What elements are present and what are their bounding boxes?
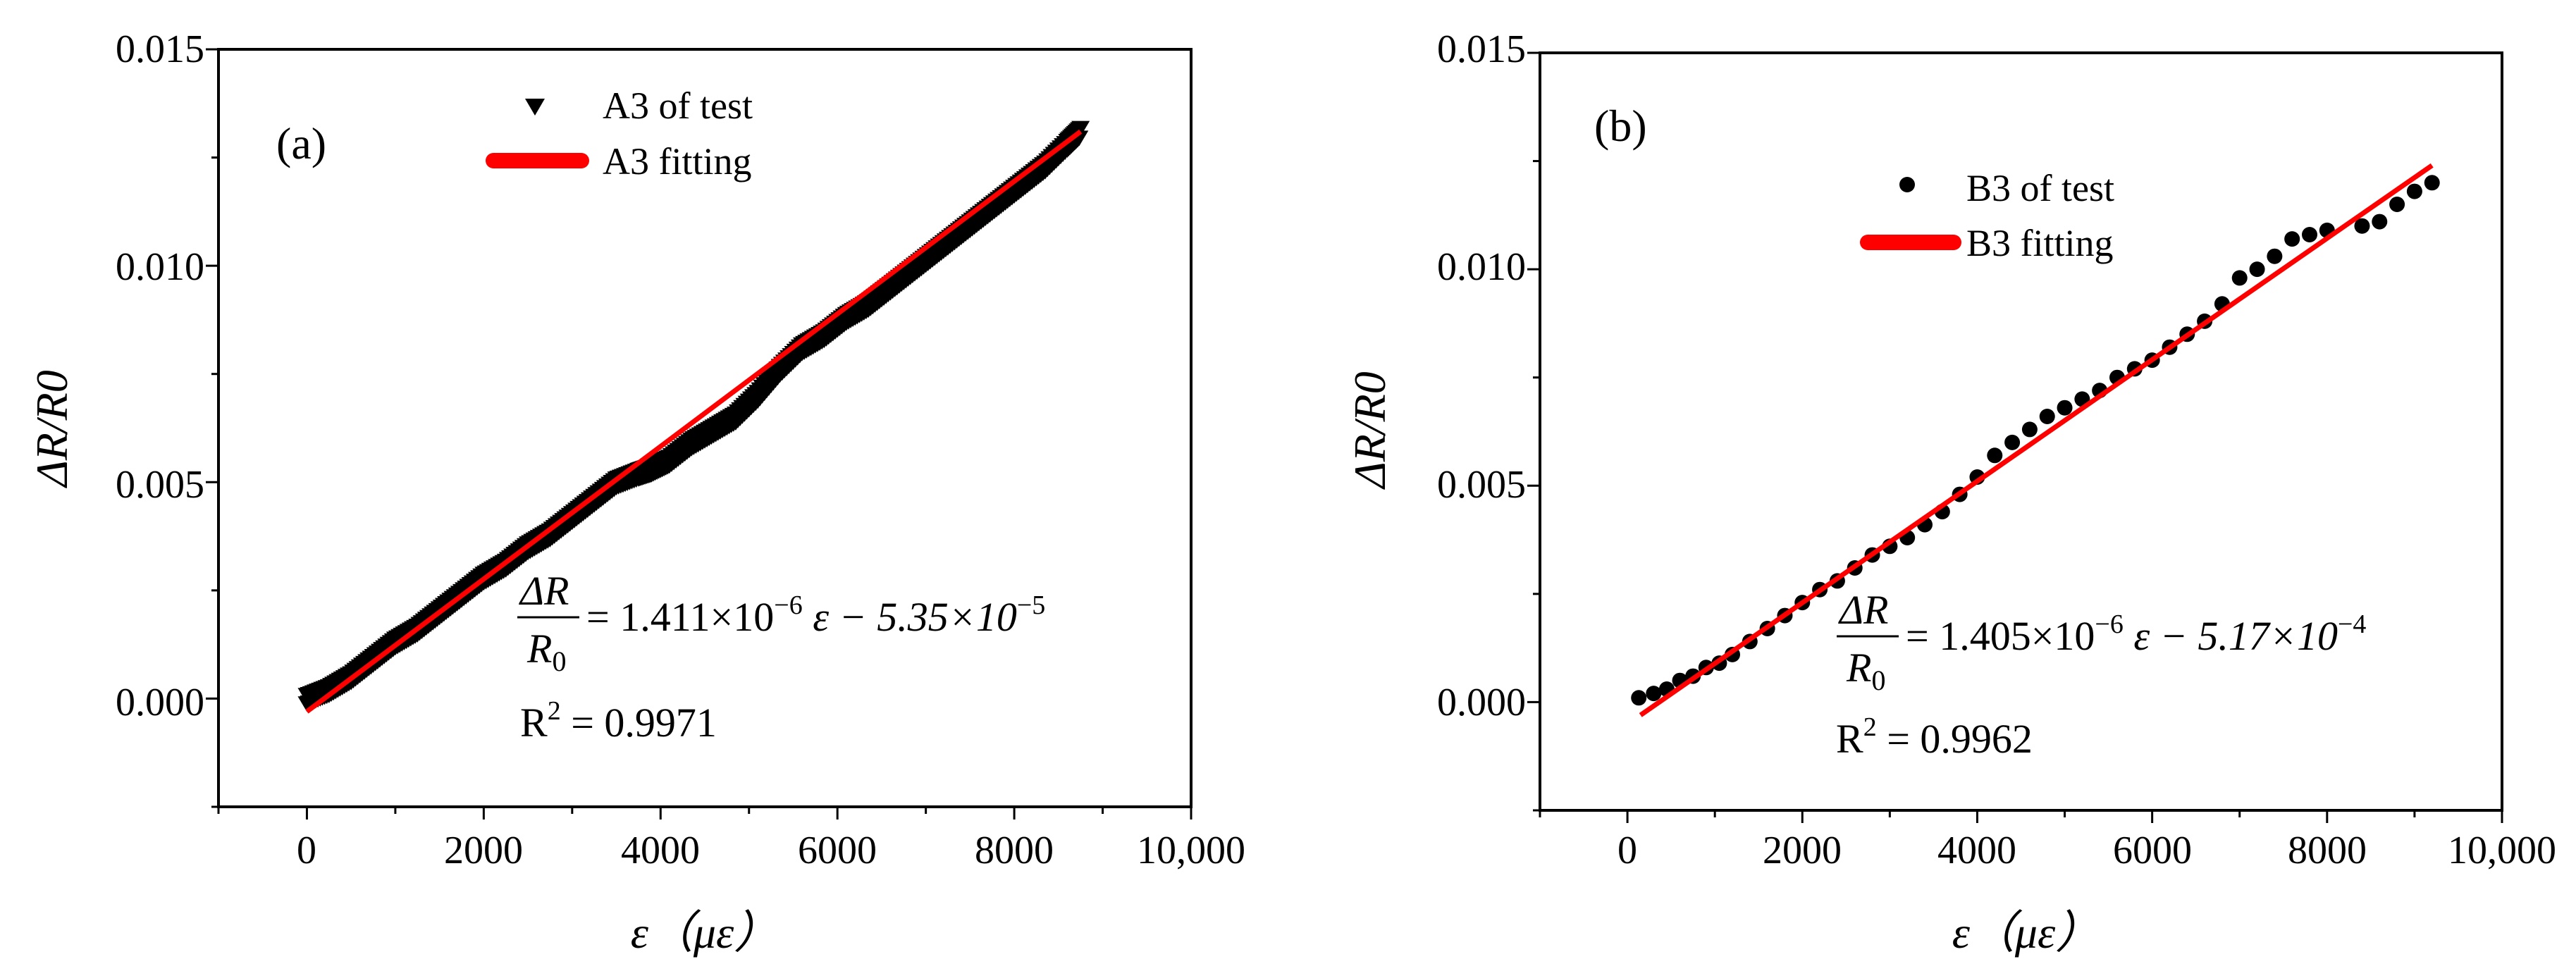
panel-label-a: (a) [276,118,326,168]
data-marks-b [1631,163,2440,717]
legend-marker-circle [1899,177,1915,192]
y-tick-label: 0.010 [116,245,204,289]
legend-label: B3 of test [1966,167,2114,209]
plot-area-a [217,48,1193,808]
r-squared: R2 = 0.9962 [1836,712,2033,762]
data-point-triangle [1071,120,1090,137]
y-tick-label: 0.015 [116,27,204,71]
data-point-circle [2039,409,2055,424]
y-tick-label: 0.010 [1437,245,1526,289]
eq-rhs: = 1.411×10−6 ε − 5.35×10−5 [586,590,1045,640]
x-tick-label: 2000 [444,829,523,872]
legend-label: B3 fitting [1966,222,2114,264]
data-point-circle [2424,175,2440,191]
x-tick-label: 6000 [798,829,877,872]
x-tick-label: 8000 [2288,829,2367,872]
legend-label: A3 fitting [603,140,752,183]
r-squared: R2 = 0.9971 [520,696,717,746]
legend-b: B3 of test B3 fitting [1860,167,2114,264]
data-point-circle [1987,447,2003,464]
data-point-circle [2231,270,2248,286]
chart-panel-a: 0.000 0.005 0.010 0.015 0 2000 4000 6000… [27,27,1245,958]
x-tick-label: 6000 [2113,829,2192,872]
data-point-circle [2004,434,2021,450]
data-point-circle [1631,690,1647,706]
legend-label: A3 of test [603,85,753,127]
fit-equation-b: ΔR R0 = 1.405×10−6 ε − 5.17×10−4 R2 = 0.… [1836,587,2366,762]
data-point-circle [2406,183,2422,199]
data-marks-a [297,120,1090,714]
y-tick-label: 0.005 [1437,463,1526,507]
legend-marker-triangle [525,99,545,116]
eq-numerator: ΔR [519,568,569,614]
data-point-circle [2389,197,2405,212]
fit-equation-a: ΔR R0 = 1.411×10−6 ε − 5.35×10−5 R2 = 0.… [517,568,1045,746]
x-tick-label: 2000 [1763,829,1842,872]
chart-panel-b: 0.000 0.005 0.010 0.015 0 2000 4000 6000… [1345,27,2556,958]
x-tick-label: 4000 [621,829,700,872]
y-tick-label: 0.000 [116,681,204,724]
x-tick-label: 0 [297,829,316,872]
x-tick-label: 4000 [1937,829,2016,872]
legend-a: A3 of test A3 fitting [486,85,753,183]
x-tick-label: 10,000 [2448,829,2556,872]
eq-rhs: = 1.405×10−6 ε − 5.17×10−4 [1906,610,2366,659]
y-tick-label: 0.000 [1437,681,1526,724]
x-axis-title: ε（με） [1952,908,2101,958]
eq-numerator: ΔR [1838,587,1888,633]
data-point-circle [2354,218,2370,234]
eq-denominator: R0 [526,626,566,677]
data-point-circle [1646,686,1662,702]
y-tick-label: 0.015 [1437,27,1526,71]
axis-ticks-a [206,48,1193,820]
plot-area-b [1539,51,2503,812]
y-axis-title: ΔR/R0 [1345,371,1395,490]
eq-denominator: R0 [1846,645,1885,696]
x-axis-title: ε（με） [631,908,779,958]
y-axis-title: ΔR/R0 [27,370,77,489]
x-tick-label: 10,000 [1137,829,1245,872]
data-point-circle [2302,227,2317,242]
panel-label-b: (b) [1594,101,1647,151]
data-point-circle [2057,400,2073,416]
data-point-circle [2284,231,2300,247]
data-point-circle [2372,214,2388,230]
x-tick-label: 8000 [975,829,1054,872]
data-point-circle [2249,261,2265,278]
data-point-circle [2021,421,2038,438]
y-tick-label: 0.005 [116,463,204,507]
axis-ticks-b [1527,51,2503,823]
x-tick-label: 0 [1617,829,1637,872]
fit-line [305,129,1083,714]
fit-line [1639,163,2434,717]
data-point-circle [2267,248,2283,264]
